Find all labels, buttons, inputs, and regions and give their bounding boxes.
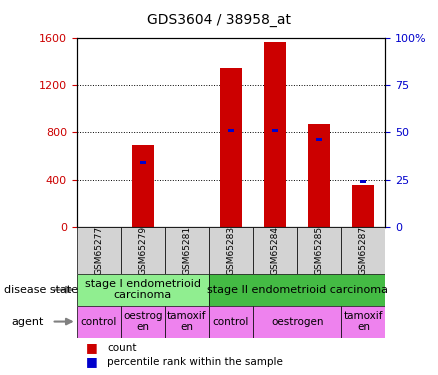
Bar: [253, 306, 341, 338]
Bar: [121, 306, 165, 338]
Bar: [165, 227, 209, 274]
Bar: [209, 274, 385, 306]
Text: control: control: [81, 316, 117, 327]
Text: percentile rank within the sample: percentile rank within the sample: [107, 357, 283, 367]
Bar: [308, 124, 330, 227]
Text: GSM65277: GSM65277: [94, 226, 103, 275]
Bar: [341, 306, 385, 338]
Bar: [77, 306, 121, 338]
Text: GSM65279: GSM65279: [138, 226, 147, 275]
Text: stage I endometrioid
carcinoma: stage I endometrioid carcinoma: [85, 279, 201, 300]
Text: ■: ■: [85, 342, 97, 354]
Text: GSM65287: GSM65287: [359, 226, 368, 275]
Bar: [77, 274, 209, 306]
Text: oestrog
en: oestrog en: [123, 311, 162, 332]
Bar: [209, 306, 253, 338]
Bar: [360, 180, 367, 183]
Text: GSM65285: GSM65285: [315, 226, 324, 275]
Bar: [272, 129, 278, 132]
Bar: [316, 138, 322, 141]
Text: ■: ■: [85, 356, 97, 368]
Bar: [264, 42, 286, 227]
Bar: [165, 306, 209, 338]
Bar: [121, 227, 165, 274]
Text: agent: agent: [11, 317, 43, 327]
Text: GSM65284: GSM65284: [271, 226, 279, 275]
Bar: [209, 227, 253, 274]
Bar: [341, 227, 385, 274]
Text: GDS3604 / 38958_at: GDS3604 / 38958_at: [147, 13, 291, 27]
Bar: [297, 227, 341, 274]
Text: oestrogen: oestrogen: [271, 316, 324, 327]
Bar: [132, 145, 154, 227]
Bar: [140, 161, 146, 164]
Text: tamoxif
en: tamoxif en: [167, 311, 207, 332]
Text: GSM65283: GSM65283: [226, 226, 236, 275]
Text: control: control: [213, 316, 249, 327]
Text: GSM65281: GSM65281: [183, 226, 191, 275]
Bar: [352, 186, 374, 227]
Text: tamoxif
en: tamoxif en: [344, 311, 383, 332]
Text: stage II endometrioid carcinoma: stage II endometrioid carcinoma: [207, 285, 388, 295]
Text: disease state: disease state: [4, 285, 78, 295]
Bar: [228, 129, 234, 132]
Bar: [253, 227, 297, 274]
Bar: [77, 227, 121, 274]
Text: count: count: [107, 343, 137, 353]
Bar: [220, 68, 242, 227]
